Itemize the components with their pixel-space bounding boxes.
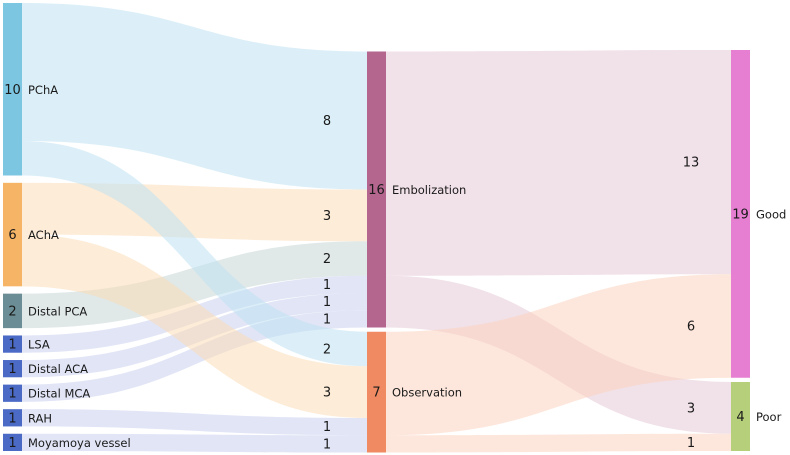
node-rah[interactable] xyxy=(3,409,22,427)
labels: 8 3 2 1 1 1 2 3 1 1 13 3 6 1 10 PChA 6 AChA 2 Distal PCA 1 LS… xyxy=(4,83,786,453)
node-moya[interactable] xyxy=(3,433,22,451)
node-label-obs: Observation xyxy=(392,386,462,400)
nodes xyxy=(3,3,750,453)
node-pcha[interactable] xyxy=(3,3,22,176)
flow-obs-to-good[interactable] xyxy=(386,274,731,436)
node-count-good: 19 xyxy=(732,207,749,222)
flow-value-dmca-to-emb: 1 xyxy=(323,312,331,327)
node-count-dmca: 1 xyxy=(8,387,16,402)
flow-value-obs-to-poor: 1 xyxy=(687,436,695,451)
node-acha[interactable] xyxy=(3,182,22,287)
node-dmca[interactable] xyxy=(3,384,22,402)
node-label-dmca: Distal MCA xyxy=(28,387,90,401)
flow-links xyxy=(22,3,731,453)
flow-value-pcha-to-emb: 8 xyxy=(323,114,331,129)
flow-value-obs-to-good: 6 xyxy=(687,320,695,335)
flow-value-acha-to-emb: 3 xyxy=(323,209,331,224)
flow-value-dpca-to-emb: 2 xyxy=(323,252,331,267)
flow-dpca-to-emb[interactable] xyxy=(22,241,367,329)
node-label-dpca: Distal PCA xyxy=(28,304,87,318)
node-count-obs: 7 xyxy=(372,386,380,401)
node-obs[interactable] xyxy=(367,331,386,453)
node-emb[interactable] xyxy=(367,51,386,328)
flow-pcha-to-obs[interactable] xyxy=(22,141,367,367)
node-label-daca: Distal ACA xyxy=(28,362,88,376)
node-label-emb: Embolization xyxy=(392,183,466,197)
node-label-poor: Poor xyxy=(756,410,782,424)
node-label-pcha: PChA xyxy=(28,83,58,97)
flow-value-daca-to-emb: 1 xyxy=(323,295,331,310)
node-poor[interactable] xyxy=(731,382,750,451)
node-count-emb: 16 xyxy=(368,183,385,198)
node-count-pcha: 10 xyxy=(4,83,21,98)
node-count-daca: 1 xyxy=(8,362,16,377)
node-good[interactable] xyxy=(731,50,750,378)
flow-acha-to-obs[interactable] xyxy=(22,234,367,418)
node-label-rah: RAH xyxy=(28,411,52,425)
node-label-acha: AChA xyxy=(28,228,59,242)
node-dpca[interactable] xyxy=(3,293,22,329)
node-count-dpca: 2 xyxy=(8,304,16,319)
node-count-lsa: 1 xyxy=(8,338,16,353)
flow-emb-to-good[interactable] xyxy=(386,50,731,276)
flow-value-lsa-to-emb: 1 xyxy=(323,278,331,293)
flow-value-acha-to-obs: 3 xyxy=(323,386,331,401)
node-count-acha: 6 xyxy=(8,228,16,243)
flow-acha-to-emb[interactable] xyxy=(22,182,367,242)
flow-pcha-to-emb[interactable] xyxy=(22,3,367,190)
node-lsa[interactable] xyxy=(3,335,22,353)
flow-moya-to-obs[interactable] xyxy=(22,433,367,453)
flow-value-emb-to-good: 13 xyxy=(683,156,700,171)
node-count-moya: 1 xyxy=(8,436,16,451)
flow-value-pcha-to-obs: 2 xyxy=(323,343,331,358)
node-daca[interactable] xyxy=(3,360,22,378)
node-label-moya: Moyamoya vessel xyxy=(28,436,131,450)
flow-rah-to-obs[interactable] xyxy=(22,409,367,436)
node-count-rah: 1 xyxy=(8,411,16,426)
flow-value-emb-to-poor: 3 xyxy=(687,401,695,416)
flow-value-rah-to-obs: 1 xyxy=(323,420,331,435)
node-count-poor: 4 xyxy=(736,410,744,425)
flow-obs-to-poor[interactable] xyxy=(386,433,731,453)
flow-value-moya-to-obs: 1 xyxy=(323,437,331,452)
node-label-lsa: LSA xyxy=(28,338,50,352)
node-label-good: Good xyxy=(756,207,786,221)
